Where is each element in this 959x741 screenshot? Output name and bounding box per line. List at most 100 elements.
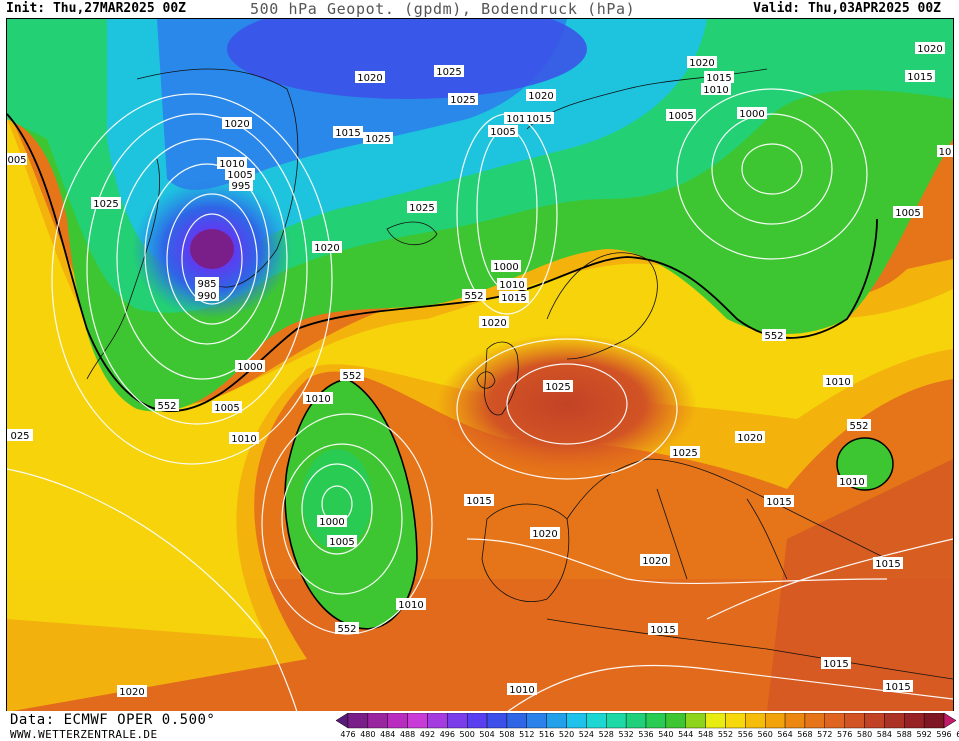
website-credit: WWW.WETTERZENTRALE.DE — [10, 728, 158, 741]
svg-text:1000: 1000 — [739, 109, 764, 120]
colorbar-segment — [765, 713, 786, 729]
label-medlow-1010: 1010 — [303, 392, 333, 405]
colorbar-segment — [526, 713, 547, 729]
map-header: Init: Thu,27MAR2025 00Z 500 hPa Geopot. … — [0, 0, 959, 18]
canada-coast — [86, 158, 160, 380]
svg-text:1025: 1025 — [409, 203, 434, 214]
colorbar-segment — [904, 713, 925, 729]
svg-text:1025: 1025 — [450, 95, 475, 106]
svg-text:1000: 1000 — [493, 262, 518, 273]
colorbar-segment — [923, 713, 945, 729]
label-medlow-552a: 552 — [340, 369, 364, 382]
label-atl-1020: 1020 — [312, 241, 342, 254]
colorbar-level-label: 536 — [638, 730, 654, 739]
data-source: Data: ECMWF OPER 0.500° — [10, 712, 216, 728]
label-atl-1025: 1025 — [363, 132, 393, 145]
label-norw-1015: 1015 — [499, 291, 529, 304]
label-east-1010: 1010 — [837, 475, 867, 488]
colorbar-segment — [804, 713, 825, 729]
label-medlow-1010b: 1010 — [396, 598, 426, 611]
label-east-10: 10 — [937, 145, 953, 158]
label-lowcenter-985: 985 — [195, 277, 219, 290]
colorbar-level-label: 516 — [539, 730, 555, 739]
label-east-1015b: 1015 — [873, 557, 903, 570]
label-east-1015: 1015 — [905, 70, 935, 83]
label-west-1005: 1005 — [212, 401, 242, 414]
label-greenland-1010: 1010 — [217, 157, 247, 170]
svg-text:1010: 1010 — [499, 280, 524, 291]
isobar-se-1 — [706, 538, 953, 620]
colorbar-level-label: 568 — [797, 730, 813, 739]
colorbar-segment — [566, 713, 587, 729]
label-sw-1020: 1020 — [117, 685, 147, 698]
svg-text:1015: 1015 — [526, 114, 551, 125]
isobar-south-1 — [506, 664, 953, 712]
svg-text:1005: 1005 — [490, 127, 515, 138]
colorbar-level-label: 488 — [399, 730, 416, 739]
colorbar-level-label: 552 — [717, 730, 734, 739]
label-west-1000: 1000 — [235, 360, 265, 373]
colorbar-segment — [884, 713, 905, 729]
svg-text:1005: 1005 — [214, 403, 239, 414]
svg-text:1010: 1010 — [305, 394, 330, 405]
svg-text:1015: 1015 — [706, 73, 731, 84]
colorbar-segment — [546, 713, 567, 729]
label-iceland-1020: 1020 — [355, 71, 385, 84]
svg-text:1020: 1020 — [224, 119, 249, 130]
svg-text:552: 552 — [849, 421, 868, 432]
colorbar-segment — [506, 713, 528, 729]
label-med-1010: 1010 — [507, 683, 537, 696]
svg-text:1010: 1010 — [509, 685, 534, 696]
isobar-990 — [166, 193, 258, 325]
svg-text:1015: 1015 — [335, 128, 360, 139]
svg-text:1010: 1010 — [506, 114, 531, 125]
colorbar-level-label: 476 — [340, 730, 356, 739]
colorbar-level-label: 584 — [876, 730, 893, 739]
label-westedge-005: 005 — [7, 153, 27, 166]
colorbar-segment — [824, 713, 845, 729]
svg-text:552: 552 — [764, 331, 783, 342]
svg-text:1005: 1005 — [329, 537, 354, 548]
label-barents-1000: 1000 — [737, 107, 767, 120]
init-time: Init: Thu,27MAR2025 00Z — [6, 1, 187, 16]
colorbar-segment — [645, 713, 667, 729]
colorbar-level-label: 480 — [360, 730, 376, 739]
isobar-1000 — [116, 138, 288, 380]
colorbar-segment — [387, 713, 408, 729]
colorbar-segment — [864, 713, 885, 729]
svg-text:1020: 1020 — [357, 73, 382, 84]
med-north-coast — [566, 458, 888, 560]
label-barents-1010: 1010 — [701, 83, 731, 96]
colorbar-level-label: 592 — [916, 730, 932, 739]
colorbar-level-label: 508 — [499, 730, 515, 739]
svg-text:995: 995 — [231, 181, 250, 192]
map-footer: Data: ECMWF OPER 0.500° WWW.WETTERZENTRA… — [0, 711, 959, 741]
svg-text:1015: 1015 — [823, 659, 848, 670]
colorbar-level-label: 532 — [618, 730, 634, 739]
svg-text:1025: 1025 — [545, 382, 570, 393]
label-west-552: 552 — [155, 399, 179, 412]
colorbar-level-label: 580 — [856, 730, 873, 739]
label-norw-1000: 1000 — [491, 260, 521, 273]
label-med-1015: 1015 — [648, 623, 678, 636]
southeast-hot-zone — [767, 459, 953, 712]
svg-text:1020: 1020 — [528, 91, 553, 102]
colorbar-level-label: 512 — [519, 730, 535, 739]
svg-text:1005: 1005 — [668, 111, 693, 122]
ireland-coast — [476, 371, 496, 389]
colorbar-segment — [367, 713, 388, 729]
svg-text:1020: 1020 — [917, 44, 942, 55]
italy-coast — [656, 488, 688, 580]
colorbar-level-label: 500 — [459, 730, 475, 739]
isobar-995 — [144, 163, 270, 345]
label-norw-552: 552 — [462, 289, 486, 302]
label-east-1020: 1020 — [915, 42, 945, 55]
label-west-1010: 1010 — [229, 432, 259, 445]
svg-text:1010: 1010 — [219, 159, 244, 170]
label-east-1015: 1015 — [764, 495, 794, 508]
color-scale-labels: 476 480 484 488 492 496 500 504 508 512 516 520 524 5… — [336, 730, 959, 740]
isobar-high-1 — [506, 363, 628, 445]
isobar-barents-1 — [741, 143, 803, 195]
label-barents-1005: 1005 — [666, 109, 696, 122]
color-scale-bar — [336, 713, 956, 729]
